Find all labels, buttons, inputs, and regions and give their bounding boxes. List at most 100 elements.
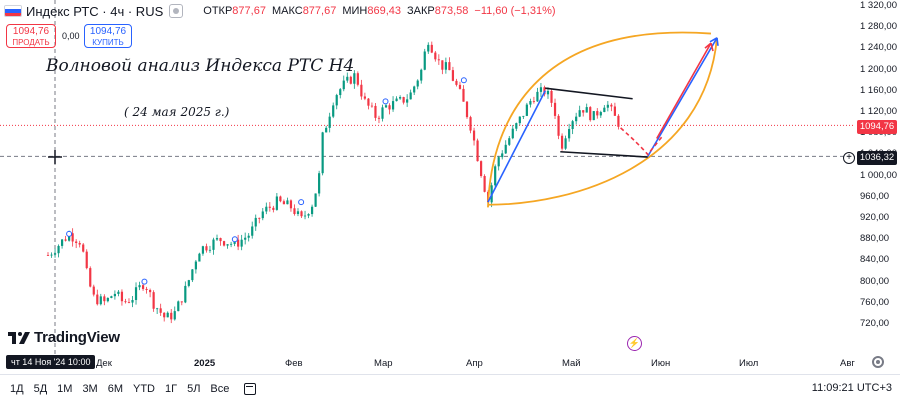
- candle-body: [423, 51, 426, 70]
- price-tick: 1 160,00: [860, 84, 897, 96]
- candle-body: [96, 294, 99, 305]
- candle-body: [589, 107, 592, 121]
- symbol-header: Индекс РТС · 4ч · RUS ОТКР877,67 МАКС877…: [0, 0, 556, 22]
- candle-body: [279, 196, 282, 202]
- ohlc-values: ОТКР877,67 МАКС877,67 МИН869,43 ЗАКР873,…: [203, 5, 555, 17]
- candle-body: [303, 215, 307, 217]
- candle-body: [501, 153, 504, 158]
- candle-body: [339, 89, 342, 96]
- candle-body: [247, 235, 250, 238]
- candle-body: [536, 91, 539, 102]
- sell-price: 1094,76: [12, 26, 50, 37]
- blue-arrow-head: [709, 37, 719, 46]
- orange-channel-lower: [487, 37, 718, 206]
- price-tick: 1 200,00: [860, 63, 897, 75]
- last-price-badge: 1094,76: [857, 120, 897, 134]
- blue-arrow: [646, 37, 718, 157]
- candle-body: [237, 239, 240, 247]
- time-tick: Апр: [466, 358, 483, 369]
- sell-button[interactable]: 1094,76 ПРОДАТЬ: [6, 24, 56, 48]
- time-tick: Июн: [651, 358, 671, 369]
- timeframe-button[interactable]: 5Д: [33, 382, 48, 395]
- price-tick: 1 320,00: [860, 0, 897, 11]
- event-marker: [141, 278, 148, 285]
- candle-body: [504, 144, 507, 154]
- open-value: 877,67: [232, 5, 266, 17]
- candle-body: [180, 301, 183, 303]
- timeframe-button[interactable]: YTD: [133, 382, 155, 395]
- price-tick: 880,00: [860, 233, 890, 245]
- price-tick: 1 280,00: [860, 21, 897, 33]
- candle-body: [342, 80, 345, 90]
- high-label: МАКС: [271, 5, 303, 17]
- orange-channel-upper: [487, 31, 712, 208]
- candle-body: [258, 217, 261, 219]
- candle-body: [265, 206, 268, 212]
- candle-body: [131, 300, 134, 303]
- candle-body: [187, 280, 190, 286]
- lightning-icon[interactable]: ⚡: [627, 336, 642, 351]
- candle-body: [321, 132, 324, 174]
- dashed-projection: [620, 127, 664, 156]
- candle-body: [610, 104, 613, 107]
- candle-body: [585, 107, 588, 113]
- eye-icon[interactable]: [169, 4, 184, 18]
- candle-body: [117, 291, 120, 294]
- buy-button[interactable]: 1094,76 КУПИТЬ: [84, 24, 132, 48]
- candle-body: [99, 296, 102, 305]
- candle-body: [201, 246, 205, 254]
- timeframe-button[interactable]: 3М: [82, 382, 98, 395]
- clock[interactable]: 11:09:21 UTC+3: [811, 382, 892, 394]
- candle-body: [219, 238, 222, 242]
- symbol-title[interactable]: Индекс РТС · 4ч · RUS: [26, 3, 164, 19]
- candle-body: [149, 289, 152, 293]
- candle-body: [346, 76, 349, 81]
- price-tick: 1 120,00: [860, 106, 897, 117]
- candle-body: [300, 211, 303, 217]
- price-tick: 920,00: [860, 212, 890, 223]
- bottom-toolbar: 1Д 5Д 1М 3М 6М YTD 1Г 5Л Все 11:09:21 UTC+3: [0, 374, 900, 402]
- candle-body: [370, 105, 374, 107]
- price-tick: 720,00: [860, 318, 890, 329]
- candle-body: [406, 99, 409, 103]
- high-value: 877,67: [302, 5, 337, 17]
- timeframe-button[interactable]: 5Л: [187, 382, 201, 395]
- timeframe-button[interactable]: 1Д: [10, 382, 24, 395]
- candle-body: [494, 166, 497, 186]
- candle-body: [437, 59, 440, 61]
- timeframe-button[interactable]: 1М: [57, 382, 73, 395]
- logo-text: TradingView: [34, 329, 120, 346]
- time-tick: Май: [562, 358, 581, 369]
- candle-body: [356, 73, 359, 85]
- candle-body: [441, 60, 444, 70]
- candle-body: [469, 117, 472, 131]
- time-tick: Авг: [840, 358, 855, 369]
- candle-body: [483, 175, 486, 192]
- candle-body: [289, 200, 293, 209]
- timeframe-button[interactable]: Все: [210, 382, 230, 395]
- candle-body: [318, 173, 321, 194]
- timeframe-button[interactable]: 6М: [107, 382, 123, 395]
- candle-body: [85, 251, 88, 269]
- candle-body: [553, 102, 557, 116]
- settings-gear-icon[interactable]: [872, 356, 884, 368]
- candle-body: [515, 123, 518, 129]
- event-marker: [66, 230, 73, 237]
- plus-icon[interactable]: +: [843, 152, 855, 164]
- time-tick: Мар: [374, 358, 393, 369]
- calendar-icon[interactable]: [244, 382, 257, 395]
- candle-body: [307, 214, 310, 216]
- candle-body: [430, 44, 433, 53]
- tradingview-logo[interactable]: TradingView: [8, 329, 120, 346]
- red-arrow: [656, 42, 712, 139]
- timeframe-button[interactable]: 1Г: [165, 382, 178, 395]
- candle-body: [363, 96, 366, 99]
- blue-line: [487, 90, 546, 203]
- candle-body: [240, 239, 243, 247]
- candle-body: [124, 301, 127, 303]
- candle-body: [592, 111, 595, 121]
- candle-body: [381, 107, 384, 119]
- candle-body: [75, 241, 78, 243]
